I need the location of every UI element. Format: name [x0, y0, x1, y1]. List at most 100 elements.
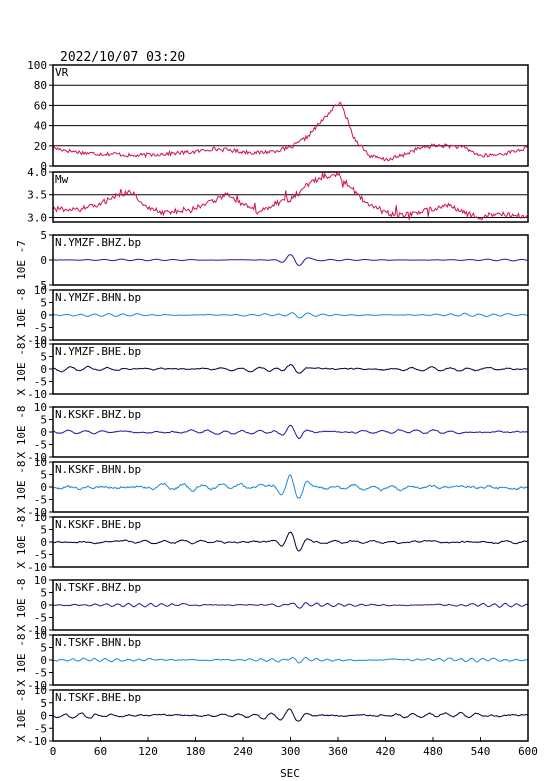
- series-line: [52, 708, 529, 722]
- series-line: [52, 254, 529, 267]
- y-tick-label: 20: [34, 140, 47, 153]
- figure-timestamp: 2022/10/07 03:20: [60, 50, 185, 65]
- panel-frame: [52, 64, 529, 167]
- x-tick-label: 300: [281, 745, 301, 758]
- x-tick-label: 180: [186, 745, 206, 758]
- y-tick-label: 10: [34, 574, 47, 587]
- y-tick-label: 10: [34, 456, 47, 469]
- y-tick-label: 10: [34, 511, 47, 524]
- panel-frame: [52, 171, 529, 223]
- y-tick-label: 5: [40, 697, 47, 710]
- x-tick-label: 480: [423, 745, 443, 758]
- y-tick-label: 0: [40, 254, 47, 267]
- panel-frame: [52, 289, 529, 341]
- y-tick-label: -10: [27, 679, 47, 692]
- x-tick-label: 540: [471, 745, 491, 758]
- y-tick-label: 100: [27, 59, 47, 72]
- y-tick-label: 5: [40, 587, 47, 600]
- y-tick-label: -10: [27, 451, 47, 464]
- time-axis: 0 60 120 180 240 300 360 420 480 540 600: [50, 737, 538, 758]
- series-line: [52, 474, 529, 499]
- panel-label: N.YMZF.BHN.bp: [55, 291, 141, 304]
- panel-frame: [52, 579, 529, 631]
- x-tick-label: 360: [328, 745, 348, 758]
- y-tick-label: -10: [27, 388, 47, 401]
- y-tick-label: 5: [40, 297, 47, 310]
- y-tick-label: 0: [40, 710, 47, 723]
- x-tick-label: 120: [138, 745, 158, 758]
- y-axis-unit-label: X 10E -8: [15, 634, 28, 687]
- y-tick-label: -5: [34, 376, 47, 389]
- y-tick-label: -10: [27, 561, 47, 574]
- panel-label: N.TSKF.BHE.bp: [55, 691, 141, 704]
- y-axis-unit-label: X 10E -8: [15, 461, 28, 514]
- y-tick-label: 5: [40, 351, 47, 364]
- x-tick-label: 420: [376, 745, 396, 758]
- y-tick-label: -5: [34, 279, 47, 292]
- y-tick-label: 0: [40, 654, 47, 667]
- panel-frame: [52, 343, 529, 395]
- panel-vr: 0 20 40 60 80 100 VR: [27, 59, 529, 173]
- y-tick-label: 40: [34, 120, 47, 133]
- y-axis-unit-label: X 10E -8: [15, 406, 28, 459]
- x-tick-label: 240: [233, 745, 253, 758]
- x-tick-label: 0: [50, 745, 57, 758]
- y-tick-label: 5: [40, 524, 47, 537]
- y-tick-label: 10: [34, 338, 47, 351]
- y-tick-label: 4.0: [27, 166, 47, 179]
- y-tick-label: 10: [34, 684, 47, 697]
- y-tick-label: -10: [27, 506, 47, 519]
- x-tick-label: 60: [94, 745, 107, 758]
- y-tick-label: 60: [34, 99, 47, 112]
- y-axis-unit-label: X 10E -8: [15, 343, 28, 396]
- y-tick-label: -5: [34, 667, 47, 680]
- y-tick-label: 3.0: [27, 211, 47, 224]
- y-tick-label: 0: [40, 160, 47, 173]
- y-tick-label: -5: [34, 549, 47, 562]
- y-tick-label: 10: [34, 401, 47, 414]
- y-tick-label: 0: [40, 426, 47, 439]
- y-tick-label: 0: [40, 309, 47, 322]
- panel-label: N.YMZF.BHZ.bp: [55, 236, 141, 249]
- panel-label: N.TSKF.BHZ.bp: [55, 581, 141, 594]
- series-line: [52, 531, 528, 552]
- y-tick-label: -5: [34, 612, 47, 625]
- y-tick-label: -5: [34, 722, 47, 735]
- y-axis-unit-label: X 10E -8: [15, 289, 28, 342]
- y-tick-label: 5: [40, 469, 47, 482]
- panel-label: Mw: [55, 173, 69, 186]
- y-axis-unit-label: X 10E -8: [15, 516, 28, 569]
- series-line: [52, 363, 529, 374]
- y-tick-label: 3.5: [27, 189, 47, 202]
- y-tick-label: 5: [40, 642, 47, 655]
- y-tick-label: 10: [34, 284, 47, 297]
- y-tick-label: 0: [40, 536, 47, 549]
- series-line: [52, 171, 529, 221]
- panel-label: N.KSKF.BHE.bp: [55, 518, 141, 531]
- panel-frame: [52, 516, 529, 568]
- panel-frame: [52, 461, 529, 513]
- panel-frame: [52, 234, 529, 286]
- y-tick-label: -5: [34, 439, 47, 452]
- y-tick-label: -5: [34, 494, 47, 507]
- y-tick-label: -10: [27, 735, 47, 748]
- panel-frame: [52, 406, 529, 458]
- panel-label: N.TSKF.BHN.bp: [55, 636, 141, 649]
- series-line: [53, 424, 529, 440]
- panel-n-ymzf-bhz-bp: -5 0 5 10E -7 N.YMZF.BHZ.bp: [15, 229, 529, 292]
- y-axis-unit-label: 10E -7: [15, 240, 28, 280]
- y-tick-label: 0: [40, 363, 47, 376]
- y-axis-unit-label: X 10E -8: [15, 689, 28, 742]
- panel-label: N.KSKF.BHN.bp: [55, 463, 141, 476]
- x-tick-label: 600: [518, 745, 538, 758]
- series-line: [53, 312, 529, 319]
- panel-label: VR: [55, 66, 69, 79]
